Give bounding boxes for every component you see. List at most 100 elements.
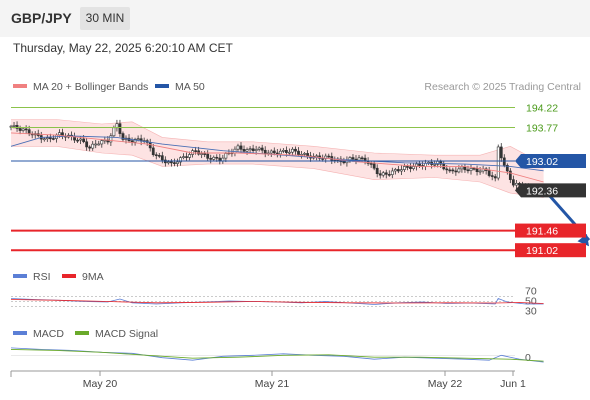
candle-body: [209, 158, 213, 160]
macd-zero-label: 0: [525, 352, 531, 364]
candle-body: [157, 155, 161, 157]
candle-body: [45, 137, 49, 140]
candle-body: [188, 154, 191, 158]
time-axis-label: May 20: [83, 378, 118, 390]
rsi-ma-legend-swatch: [62, 274, 76, 278]
candle-body: [448, 169, 452, 172]
candle-body: [297, 150, 300, 155]
candle-body: [118, 123, 122, 134]
rsi-ma-line: [10, 299, 544, 304]
candle-body: [109, 135, 113, 143]
candle-body: [460, 166, 464, 170]
candle-body: [79, 138, 83, 141]
candle-body: [393, 169, 397, 172]
candle-body: [372, 163, 376, 169]
candle-body: [12, 125, 16, 127]
header-bar: GBP/JPY 30 MIN: [0, 0, 590, 37]
candle-body: [418, 163, 421, 166]
candle-body: [469, 168, 473, 171]
candle-body: [151, 147, 155, 156]
bollinger-upper-line: [11, 119, 544, 165]
candle-body: [433, 164, 437, 166]
time-axis-label: May 21: [255, 378, 290, 390]
support-label-box: [515, 243, 586, 258]
candle-body: [288, 151, 291, 154]
candle-body: [18, 128, 22, 131]
candle-body: [284, 150, 288, 153]
ma20-legend-swatch: [13, 84, 27, 88]
candle-body: [369, 163, 373, 165]
resistance-label: 193.77: [526, 123, 558, 135]
candle-body: [342, 161, 346, 164]
candle-body: [387, 174, 391, 176]
candle-body: [136, 138, 140, 140]
support-label: 191.02: [526, 245, 558, 257]
candle-body: [82, 138, 86, 143]
candle-body: [493, 176, 497, 179]
candle-body: [327, 155, 331, 158]
candle-body: [42, 138, 46, 141]
candle-body: [399, 169, 403, 172]
candle-body: [381, 172, 385, 176]
candle-body: [384, 172, 388, 175]
candle-body: [85, 141, 89, 148]
macd-legend-swatch: [13, 331, 27, 335]
candle-body: [212, 156, 216, 160]
rsi-legend-swatch: [13, 274, 27, 278]
last-price-box: [515, 183, 586, 198]
candle-body: [409, 166, 412, 169]
macd-legend-label: MACD: [33, 328, 64, 340]
candle-body: [254, 149, 258, 151]
candle-body: [245, 149, 249, 152]
macd-legend: MACD MACD Signal: [13, 328, 158, 340]
candle-body: [514, 182, 518, 186]
time-axis-label: Jun 1: [500, 378, 526, 390]
candle-body: [424, 163, 428, 167]
candle-body: [182, 156, 185, 158]
rsi-legend: RSI 9MA: [13, 271, 104, 283]
candle-body: [403, 166, 406, 170]
ma50-legend-swatch: [155, 84, 169, 88]
candle-body: [466, 169, 470, 172]
candle-body: [502, 157, 506, 166]
rsi-ma-legend-label: 9MA: [82, 271, 104, 283]
candle-body: [236, 145, 240, 150]
candle-body: [257, 147, 261, 150]
candle-body: [487, 170, 491, 176]
candle-body: [445, 168, 449, 171]
candle-body: [454, 170, 458, 173]
candle-body: [173, 162, 176, 164]
symbol-label: GBP/JPY: [11, 10, 72, 26]
candle-body: [278, 150, 282, 155]
candle-body: [505, 164, 509, 172]
time-axis: May 20 May 21 May 22 Jun 1: [10, 370, 526, 390]
price-pane: [9, 119, 590, 247]
ma20-legend-label: MA 20 + Bollinger Bands: [33, 81, 148, 93]
ma50-legend-label: MA 50: [175, 81, 205, 93]
candle-body: [291, 148, 294, 153]
candle-body: [478, 170, 482, 173]
candle-body: [242, 149, 246, 152]
candle-body: [88, 146, 92, 149]
bollinger-lower-line: [11, 146, 544, 198]
candle-body: [179, 157, 182, 163]
candle-body: [472, 168, 476, 170]
candle-body: [451, 169, 455, 172]
main-legend: MA 20 + Bollinger Bands MA 50 Research ©…: [13, 81, 581, 93]
macd-signal-legend-label: MACD Signal: [95, 328, 158, 340]
candle-body: [406, 166, 409, 168]
candle-body: [306, 153, 309, 157]
candle-body: [463, 166, 467, 171]
candle-body: [275, 152, 279, 155]
candle-body: [203, 153, 207, 155]
candle-body: [166, 161, 170, 164]
candle-body: [508, 170, 512, 180]
rsi-level-label: 70: [525, 286, 537, 298]
candle-body: [121, 133, 125, 140]
interval-button[interactable]: 30 MIN: [80, 7, 130, 30]
timestamp: Thursday, May 22, 2025 6:20:10 AM CET: [13, 41, 233, 55]
candle-body: [239, 145, 243, 150]
credit-text: Research © 2025 Trading Central: [424, 81, 581, 93]
